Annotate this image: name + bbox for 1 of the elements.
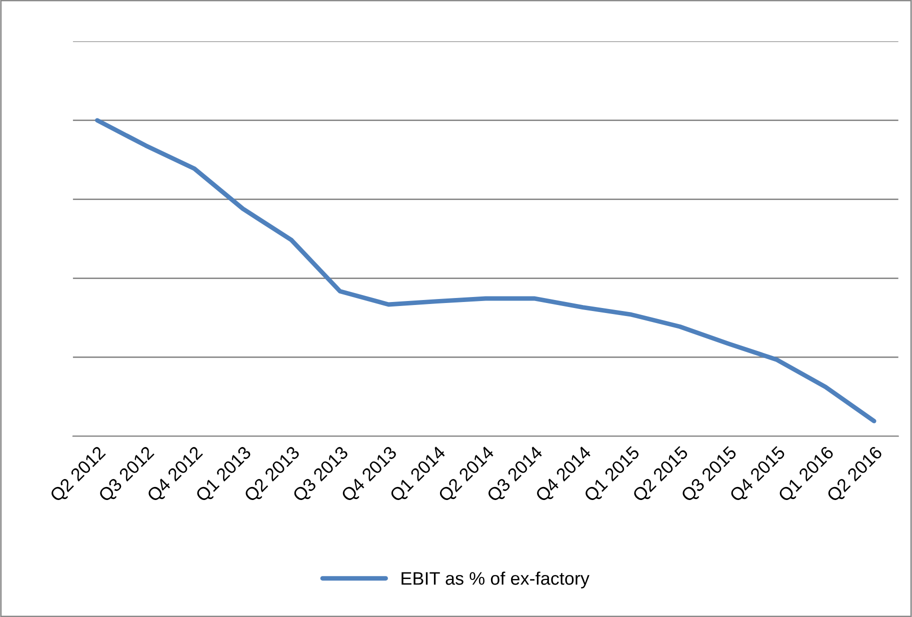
- legend-label: EBIT as % of ex-factory: [402, 572, 590, 588]
